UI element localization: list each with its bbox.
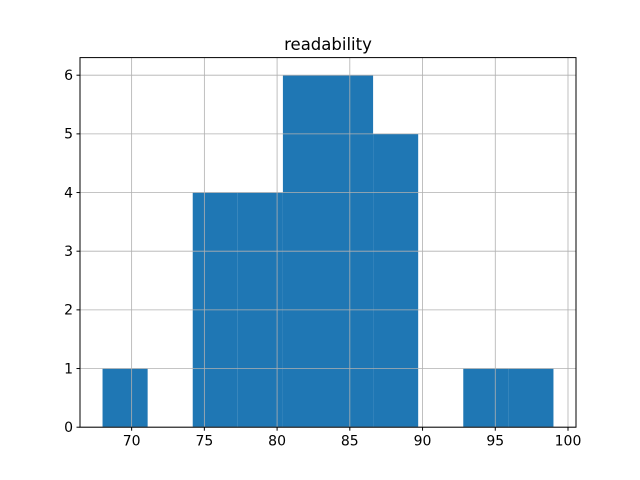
x-tick-label: 80 bbox=[268, 434, 286, 450]
grid-layer bbox=[80, 57, 576, 428]
y-tick-label: 1 bbox=[64, 361, 73, 377]
x-tick-label: 70 bbox=[123, 434, 141, 450]
tick-labels-layer: 70 75 80 85 90 95 100 0 1 2 3 4 5 6 bbox=[64, 68, 581, 450]
histogram-bar bbox=[102, 368, 148, 428]
axes-border bbox=[79, 57, 577, 428]
x-tick-label: 100 bbox=[555, 434, 582, 450]
chart-title: readability bbox=[284, 35, 372, 54]
histogram-bar bbox=[463, 368, 509, 428]
x-tick-label: 75 bbox=[195, 434, 213, 450]
histogram-bar bbox=[373, 133, 419, 428]
x-tick-label: 95 bbox=[486, 434, 504, 450]
ticks-layer bbox=[76, 74, 569, 431]
x-tick-label: 90 bbox=[414, 434, 432, 450]
y-tick-label: 4 bbox=[64, 185, 73, 201]
x-tick-label: 85 bbox=[341, 434, 359, 450]
y-tick-label: 3 bbox=[64, 244, 73, 260]
histogram-bar bbox=[508, 368, 554, 428]
axes-layer bbox=[79, 57, 577, 428]
y-tick-label: 0 bbox=[64, 420, 73, 436]
y-tick-label: 5 bbox=[64, 127, 73, 143]
y-tick-label: 6 bbox=[64, 68, 73, 84]
y-tick-label: 2 bbox=[64, 303, 73, 319]
